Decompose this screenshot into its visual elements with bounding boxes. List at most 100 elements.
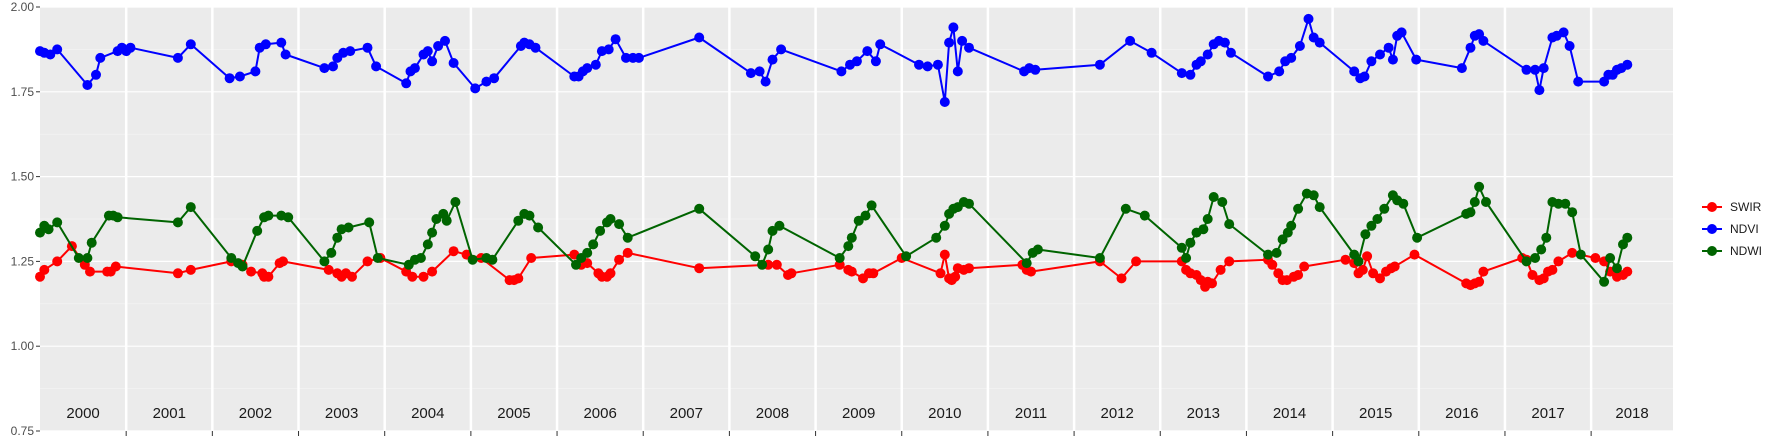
data-point-ndwi <box>1286 220 1297 231</box>
year-label: 2012 <box>1100 405 1133 422</box>
data-point-ndwi <box>1469 197 1480 207</box>
data-point-ndvi <box>319 63 330 74</box>
data-point-ndwi <box>1202 214 1213 224</box>
data-point-ndvi <box>1558 27 1569 38</box>
data-point-ndwi <box>1398 198 1409 209</box>
data-point-ndwi <box>1139 210 1150 221</box>
data-point-swir <box>935 268 946 279</box>
data-point-swir <box>1340 254 1351 265</box>
data-point-ndwi <box>319 256 330 267</box>
data-point-ndvi <box>776 44 787 55</box>
data-point-ndvi <box>1303 13 1314 24</box>
y-tick-label: 1.75 <box>11 85 35 99</box>
data-point-ndvi <box>952 66 963 77</box>
data-point-swir <box>846 266 857 277</box>
data-point-swir <box>1622 266 1633 277</box>
data-point-ndwi <box>533 222 544 233</box>
data-point-swir <box>868 268 879 279</box>
data-point-ndwi <box>614 219 625 230</box>
data-point-ndvi <box>1286 52 1297 63</box>
data-point-ndwi <box>1372 214 1383 224</box>
data-point-ndwi <box>846 232 857 243</box>
data-point-swir <box>771 259 782 270</box>
data-point-ndvi <box>489 73 500 84</box>
data-point-ndvi <box>172 52 183 63</box>
year-label: 2010 <box>928 405 961 422</box>
year-label: 2016 <box>1445 405 1478 422</box>
legend-key-point <box>1707 202 1717 212</box>
data-point-ndvi <box>45 49 56 60</box>
data-point-ndwi <box>1217 197 1228 207</box>
data-point-ndwi <box>1530 253 1541 263</box>
data-point-swir <box>526 253 537 263</box>
data-point-ndvi <box>939 97 950 107</box>
data-point-ndvi <box>767 54 778 65</box>
data-point-ndwi <box>1536 244 1547 255</box>
data-point-ndvi <box>621 52 631 63</box>
data-point-swir <box>1267 259 1278 270</box>
data-point-swir <box>1389 261 1400 272</box>
data-point-swir <box>52 256 63 267</box>
data-point-ndvi <box>1030 64 1041 75</box>
data-point-ndwi <box>487 254 498 265</box>
data-point-ndwi <box>571 259 581 270</box>
data-point-ndvi <box>1383 42 1394 53</box>
data-point-ndwi <box>1021 258 1032 269</box>
data-point-swir <box>1409 249 1420 260</box>
data-point-ndvi <box>1521 64 1532 75</box>
data-point-ndvi <box>1219 37 1230 48</box>
data-point-ndwi <box>52 217 63 228</box>
data-point-swir <box>418 271 429 282</box>
data-point-ndvi <box>530 42 541 53</box>
data-point-swir <box>1362 251 1373 262</box>
data-point-swir <box>605 268 616 279</box>
year-label: 2004 <box>411 405 444 422</box>
data-point-ndvi <box>1538 63 1549 74</box>
data-point-swir <box>1478 266 1489 277</box>
x-axis <box>125 431 1592 436</box>
data-point-ndwi <box>931 232 942 243</box>
data-point-ndvi <box>82 80 93 90</box>
data-point-swir <box>622 247 633 258</box>
data-point-swir <box>110 261 121 272</box>
y-tick-label: 1.50 <box>11 170 35 184</box>
data-point-ndvi <box>1225 47 1236 58</box>
data-point-ndwi <box>1575 249 1586 260</box>
data-point-swir <box>1553 256 1564 267</box>
data-point-ndvi <box>52 44 63 55</box>
legend: SWIR NDVI NDWI <box>1702 200 1762 258</box>
data-point-ndwi <box>1271 247 1282 258</box>
data-point-ndvi <box>234 71 245 82</box>
data-point-ndwi <box>1224 219 1235 230</box>
data-point-ndwi <box>1176 242 1187 253</box>
data-point-ndvi <box>1478 35 1489 46</box>
data-point-ndvi <box>1622 59 1633 70</box>
data-point-ndwi <box>843 241 854 252</box>
data-point-ndvi <box>603 44 614 55</box>
data-point-ndwi <box>172 217 183 228</box>
data-point-ndwi <box>1541 232 1552 243</box>
data-point-swir <box>323 264 334 275</box>
data-point-ndvi <box>422 46 433 57</box>
year-label: 2006 <box>583 405 616 422</box>
data-point-swir <box>263 271 274 282</box>
data-point-ndvi <box>1573 76 1584 87</box>
data-point-swir <box>964 263 974 274</box>
data-point-swir <box>1299 261 1310 272</box>
data-point-ndvi <box>409 63 420 74</box>
data-point-ndwi <box>415 253 426 263</box>
data-point-ndwi <box>605 214 616 224</box>
series-ndvi <box>35 13 1633 107</box>
data-point-ndwi <box>263 210 274 221</box>
data-point-ndvi <box>481 76 492 87</box>
year-label: 2014 <box>1273 405 1306 422</box>
data-point-ndwi <box>1185 237 1196 248</box>
data-point-ndvi <box>1125 35 1136 46</box>
data-point-ndwi <box>964 198 974 209</box>
data-point-ndwi <box>860 210 871 221</box>
data-point-ndvi <box>1456 63 1467 74</box>
data-point-ndvi <box>427 56 438 67</box>
data-point-ndvi <box>851 56 862 67</box>
data-point-ndwi <box>332 232 343 243</box>
y-tick-label: 0.75 <box>11 424 35 438</box>
